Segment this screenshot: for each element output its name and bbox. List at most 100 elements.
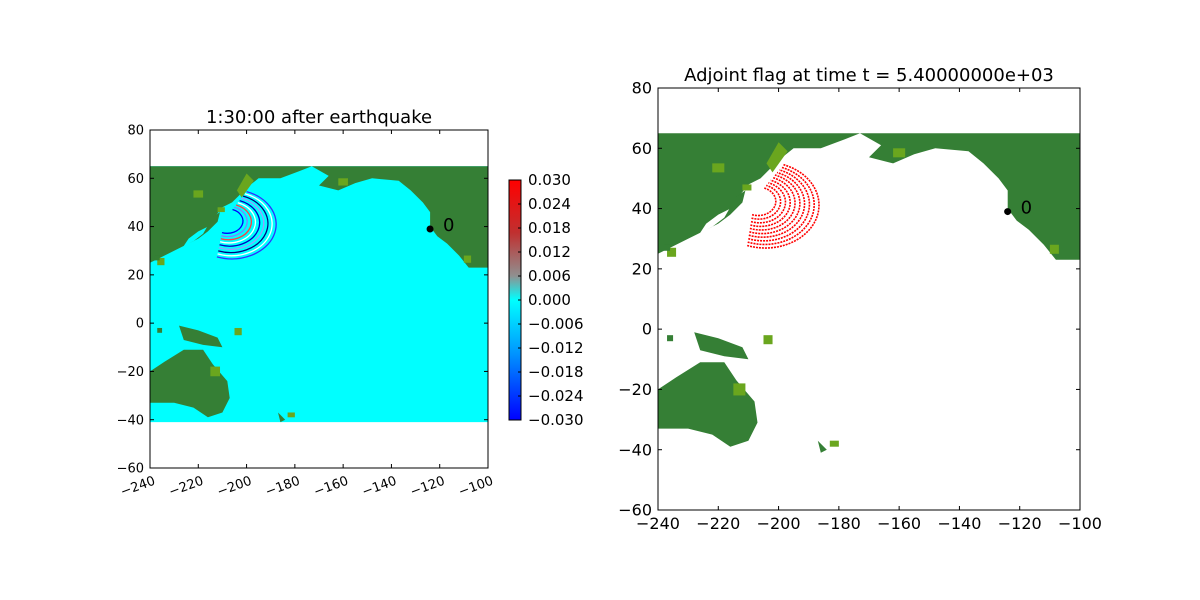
land-detail <box>193 190 204 198</box>
x-tick-label: −220 <box>696 514 740 533</box>
x-tick-label: −200 <box>757 514 801 533</box>
y-tick-label: 80 <box>127 124 144 139</box>
plot-frame <box>149 129 489 469</box>
land-new-zealand <box>817 440 827 453</box>
land-australia <box>150 349 230 418</box>
land-detail <box>742 184 752 191</box>
land-asia <box>150 166 312 263</box>
x-tick-label: −120 <box>998 514 1042 533</box>
y-tick-label: 40 <box>632 199 652 218</box>
colorbar-tick-label: 0.030 <box>528 171 571 189</box>
x-tick-label: −160 <box>877 514 921 533</box>
left-plot-wave-height: 0−240 −220 −200 −180 −160 −140 −120 −1008060402… <box>117 107 496 500</box>
wave-arc <box>219 202 257 244</box>
wave-arc <box>219 199 261 247</box>
colorbar-tick-label: 0.006 <box>528 267 571 285</box>
flagged-region <box>746 163 820 249</box>
flag-arc <box>750 182 787 224</box>
colorbar-tick-label: −0.012 <box>528 339 584 357</box>
land-new-guinea <box>694 332 749 360</box>
land-new-guinea <box>179 325 223 348</box>
x-tick-label: −140 <box>360 474 399 500</box>
x-tick-label: −180 <box>264 474 303 500</box>
flag-arc <box>751 184 782 220</box>
y-tick-label: −40 <box>618 440 652 459</box>
x-tick-label: −100 <box>1058 514 1102 533</box>
x-tick-label: −120 <box>408 474 447 500</box>
land-detail <box>829 440 839 447</box>
y-tick-label: 0 <box>642 320 652 339</box>
y-tick-label: −60 <box>117 462 144 477</box>
land-kamchatka <box>236 173 254 198</box>
colorbar: 0.030 0.024 0.018 0.012 0.006 0.000 −0.006 −0.0… <box>508 171 584 429</box>
plot-frame <box>657 87 1081 511</box>
colorbar-tick-label: 0.024 <box>528 195 571 213</box>
gauge-marker <box>426 225 434 233</box>
y-tick-label: −20 <box>117 365 144 380</box>
island <box>667 335 674 342</box>
y-tick-label: −60 <box>618 501 652 520</box>
x-tick-label: −240 <box>119 474 158 500</box>
land-japan <box>188 212 220 244</box>
land-detail <box>763 335 773 345</box>
flag-arc <box>750 179 791 228</box>
land-detail <box>1049 244 1059 254</box>
land-asia <box>658 133 860 254</box>
land-kamchatka <box>766 142 788 173</box>
wave-arc <box>218 197 265 250</box>
wave-arc <box>221 206 248 238</box>
land-north-america <box>311 166 488 268</box>
wave-arc <box>217 193 273 257</box>
x-tick-label: −240 <box>636 514 680 533</box>
land-detail <box>234 327 242 336</box>
land-detail <box>338 178 348 186</box>
land-detail <box>733 383 746 396</box>
land-detail <box>157 257 165 266</box>
wave-arc <box>221 208 244 234</box>
land-north-america <box>860 133 1080 260</box>
gauge-label: 0 <box>443 215 454 236</box>
island <box>664 244 671 251</box>
colorbar-tick-label: −0.030 <box>528 411 584 429</box>
land-detail <box>667 247 677 257</box>
plot-area <box>658 133 1080 453</box>
land-detail <box>712 163 725 173</box>
flag-arc <box>746 163 820 249</box>
colorbar-tick-label: 0.000 <box>528 291 571 309</box>
colorbar-tick-label: −0.024 <box>528 387 584 405</box>
colorbar-tick-label: −0.018 <box>528 363 584 381</box>
x-tick-label: −200 <box>215 474 254 500</box>
land-japan <box>706 190 746 230</box>
plot-area <box>150 166 488 423</box>
land-detail <box>210 366 221 377</box>
land-detail <box>287 412 295 418</box>
x-tick-label: −160 <box>312 474 351 500</box>
y-tick-label: 60 <box>632 139 652 158</box>
flag-arc <box>749 176 796 231</box>
x-tick-label: −100 <box>457 474 496 500</box>
land-new-zealand <box>278 412 286 423</box>
y-tick-label: −40 <box>117 413 144 428</box>
y-tick-label: 80 <box>632 79 652 98</box>
plot-title: 1:30:00 after earthquake <box>206 107 432 128</box>
wave-front <box>216 190 277 260</box>
land-detail <box>463 255 472 263</box>
x-tick-label: −220 <box>167 474 206 500</box>
flag-arc <box>748 169 811 242</box>
y-tick-label: 20 <box>632 259 652 278</box>
flag-arc <box>749 174 801 235</box>
land-australia <box>658 362 758 447</box>
wave-arc <box>220 204 252 241</box>
gauge-marker <box>1004 208 1012 216</box>
land-detail <box>217 207 225 213</box>
plot-title: Adjoint flag at time t = 5.40000000e+03 <box>684 65 1054 86</box>
y-tick-label: 60 <box>127 172 144 187</box>
wave-arc <box>218 195 269 254</box>
colorbar-tick-label: 0.012 <box>528 243 571 261</box>
y-tick-label: −20 <box>618 380 652 399</box>
wave-arc <box>216 190 277 260</box>
island <box>157 327 163 333</box>
y-tick-label: 20 <box>127 268 144 283</box>
x-tick-label: −180 <box>817 514 861 533</box>
x-tick-label: −140 <box>937 514 981 533</box>
